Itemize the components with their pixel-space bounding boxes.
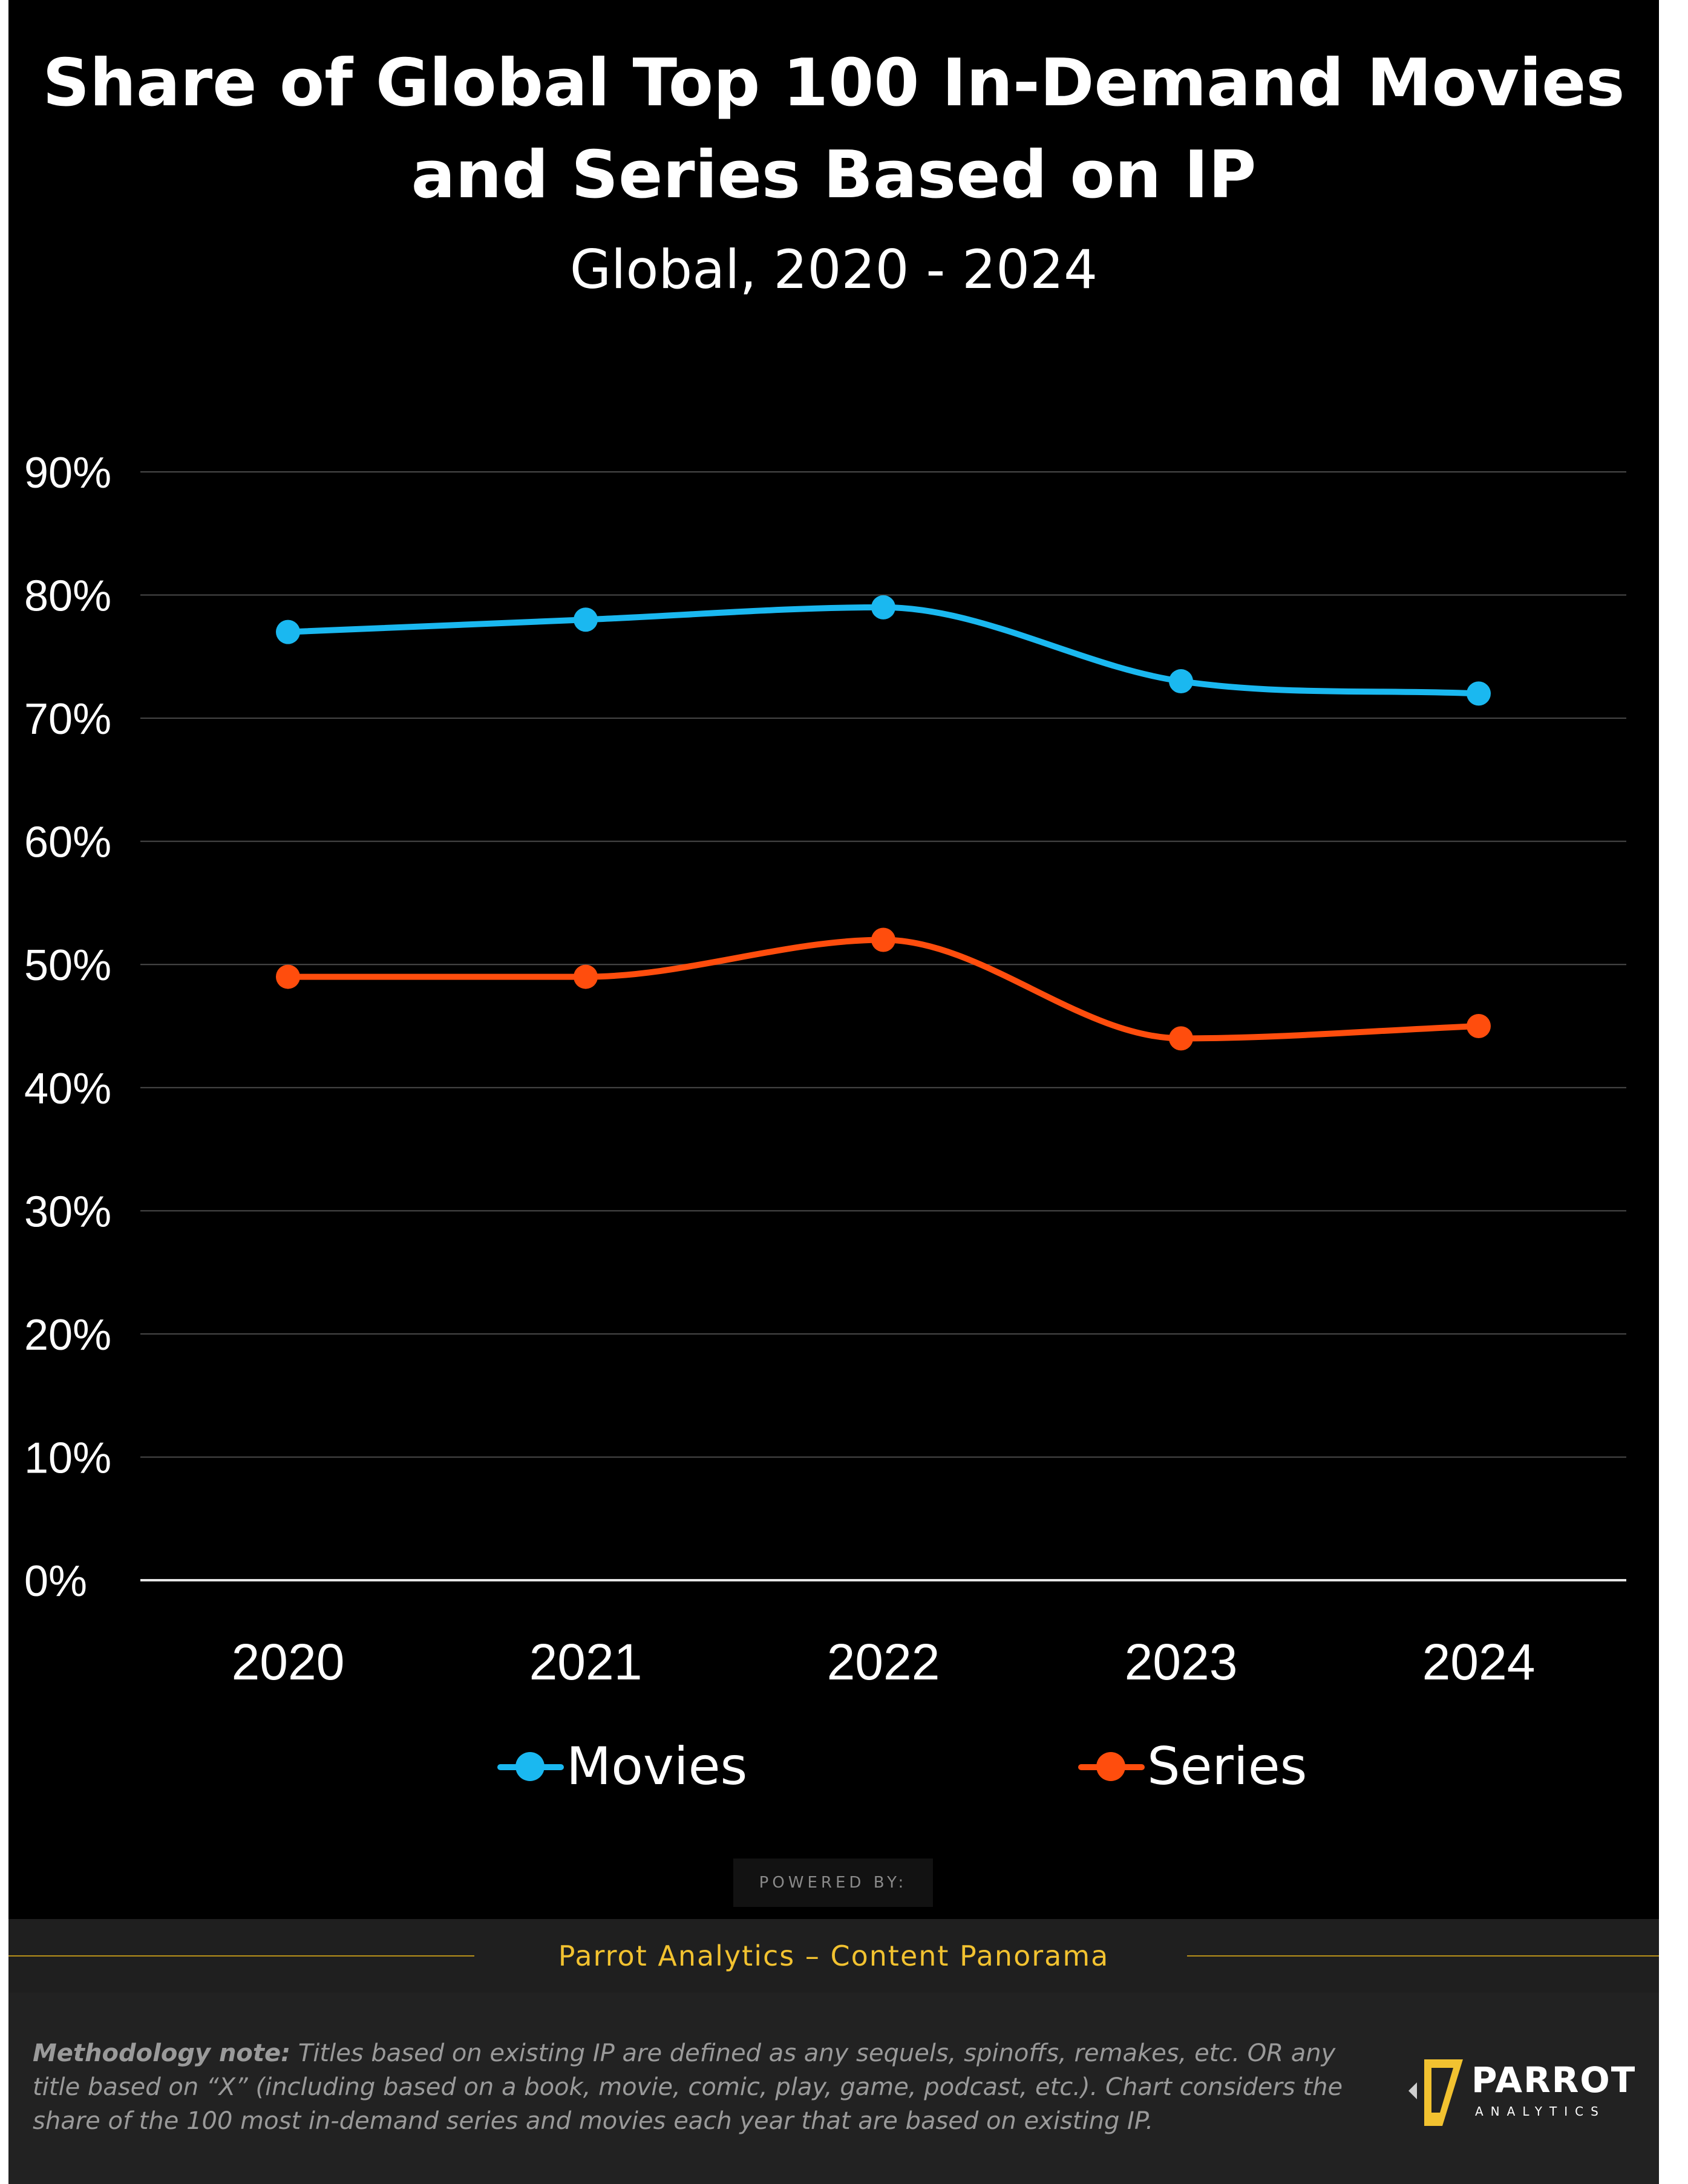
legend-swatch-movies (497, 1730, 564, 1803)
x-tick-label: 2024 (1422, 1633, 1536, 1690)
data-point-series (276, 964, 300, 989)
y-tick-label: 10% (24, 1434, 111, 1482)
methodology-note: Methodology note: Titles based on existi… (33, 2036, 1388, 2138)
y-tick-label: 50% (24, 941, 111, 990)
data-point-movies (1169, 669, 1193, 694)
chart-title: Share of Global Top 100 In-Demand Movies… (42, 45, 1625, 213)
x-tick-label: 2022 (827, 1633, 940, 1690)
y-tick-label: 30% (24, 1188, 111, 1236)
legend-label-series: Series (1147, 1736, 1307, 1797)
data-point-series (1169, 1026, 1193, 1051)
series-points (276, 595, 1491, 1051)
y-tick-label: 60% (24, 819, 111, 867)
legend-item-series: Series (1078, 1730, 1307, 1803)
parrot-mark-icon (1408, 2059, 1463, 2126)
series-line-series (285, 937, 1482, 1042)
gridlines (140, 471, 1626, 1581)
logo-subtext: ANALYTICS (1475, 2104, 1606, 2119)
y-tick-label: 90% (24, 449, 111, 497)
x-axis-ticks: 2020 2021 2022 2023 2024 (232, 1633, 1536, 1690)
chart-subtitle: Global, 2020 - 2024 (569, 238, 1098, 301)
legend-item-movies: Movies (497, 1730, 747, 1803)
powered-by-label: POWERED BY: (733, 1859, 933, 1907)
legend-label-movies: Movies (566, 1736, 748, 1797)
data-point-movies (276, 620, 300, 644)
legend-swatch-series (1078, 1730, 1145, 1803)
methodology-label: Methodology note: (33, 2039, 291, 2067)
source-credit: Parrot Analytics – Content Panorama (558, 1940, 1110, 1972)
chart-panel: Share of Global Top 100 In-Demand Movies… (8, 0, 1659, 2184)
x-tick-label: 2023 (1125, 1633, 1238, 1690)
y-tick-label: 70% (24, 695, 111, 744)
data-point-series (1467, 1014, 1491, 1038)
data-point-movies (1467, 681, 1491, 706)
source-rule-left (8, 1955, 474, 1957)
methodology-text: Titles based on existing IP are defined … (33, 2039, 1343, 2135)
x-tick-label: 2020 (232, 1633, 345, 1690)
y-tick-label: 40% (24, 1065, 111, 1113)
y-tick-label: 20% (24, 1311, 111, 1359)
data-point-movies (574, 607, 598, 632)
x-tick-label: 2021 (529, 1633, 643, 1690)
series-line-movies (285, 604, 1482, 697)
y-axis-ticks: 0% 10% 20% 30% 40% 50% 60% 70% 80% 90% (24, 449, 111, 1606)
y-tick-label: 0% (24, 1557, 87, 1606)
logo-wordmark: PARROT (1471, 2059, 1637, 2101)
legend-dot-series (1096, 1752, 1125, 1781)
data-point-series (871, 927, 895, 952)
source-rule-right (1187, 1955, 1659, 1957)
legend-dot-movies (515, 1752, 545, 1781)
line-chart: 0%10%20%30%40%50%60%70%80%90% 2020 2021 20… (24, 449, 1626, 1690)
y-tick-label: 80% (24, 572, 111, 621)
series-lines (285, 604, 1482, 1042)
footer: Methodology note: Titles based on existi… (8, 1993, 1659, 2184)
parrot-analytics-logo: PARROT ANALYTICS (1400, 2047, 1642, 2138)
legend: Movies Series (8, 1730, 1659, 1803)
data-point-series (574, 964, 598, 989)
source-bar: Parrot Analytics – Content Panorama (8, 1919, 1659, 1993)
data-point-movies (871, 595, 895, 620)
